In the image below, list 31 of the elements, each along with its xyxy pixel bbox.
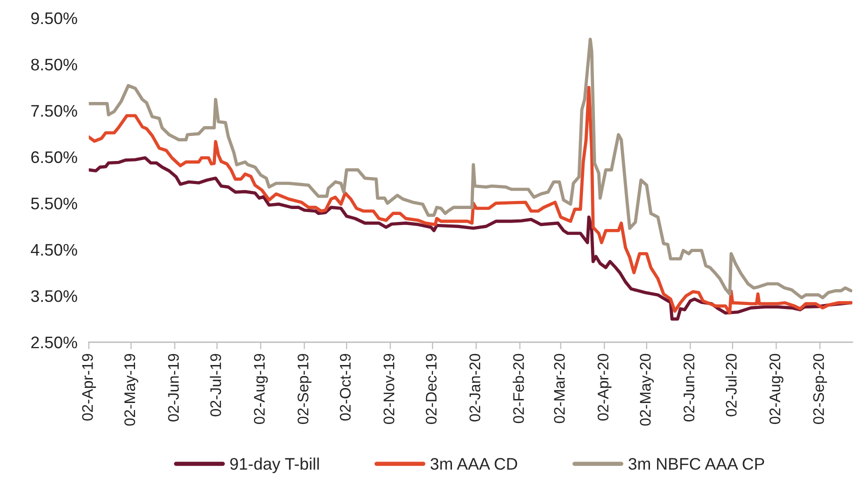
x-tick-label: 02-May-20 [640,354,654,426]
legend-label: 3m NBFC AAA CP [628,458,764,470]
legend-label: 3m AAA CD [430,458,518,470]
legend-label: 91-day T-bill [230,458,319,474]
x-tick-label: 02-Nov-19 [384,354,394,424]
y-tick-label: 8.50% [31,58,78,70]
y-tick-label: 7.50% [31,105,78,117]
x-tick-label: 02-Dec-19 [426,354,437,424]
x-tick-label: 02-Aug-20 [770,354,784,424]
x-tick-label: 02-Oct-19 [340,354,351,421]
line-series [88,38,852,300]
x-tick-label: 02-Jun-19 [168,354,179,422]
x-tick-label: 02-Jul-20 [725,354,737,416]
x-tick-label: 02-Jan-20 [469,354,480,422]
y-tick-label: 4.50% [30,244,78,256]
y-tick-label: 6.50% [31,151,78,164]
x-tick-label: 02-Sep-19 [298,354,312,424]
y-tick-label: 3.50% [31,290,78,302]
x-tick-label: 02-Sep-20 [813,354,828,424]
y-tick-label: 5.50% [31,198,78,210]
x-tick-label: 02-May-19 [124,354,138,426]
x-tick-label: 02-Jun-20 [684,354,694,422]
x-tick-label: 02-Aug-19 [254,354,268,424]
x-tick-label: 02-Feb-20 [512,354,524,424]
y-tick-label: 9.50% [31,12,78,24]
x-tick-label: 02-Jul-19 [210,354,222,416]
line-series [88,86,852,315]
x-tick-label: 02-Apr-19 [82,354,96,421]
x-tick-label: 02-Apr-20 [598,354,612,421]
y-tick-label: 2.50% [31,336,78,348]
x-tick-label: 02-Mar-20 [554,354,565,424]
